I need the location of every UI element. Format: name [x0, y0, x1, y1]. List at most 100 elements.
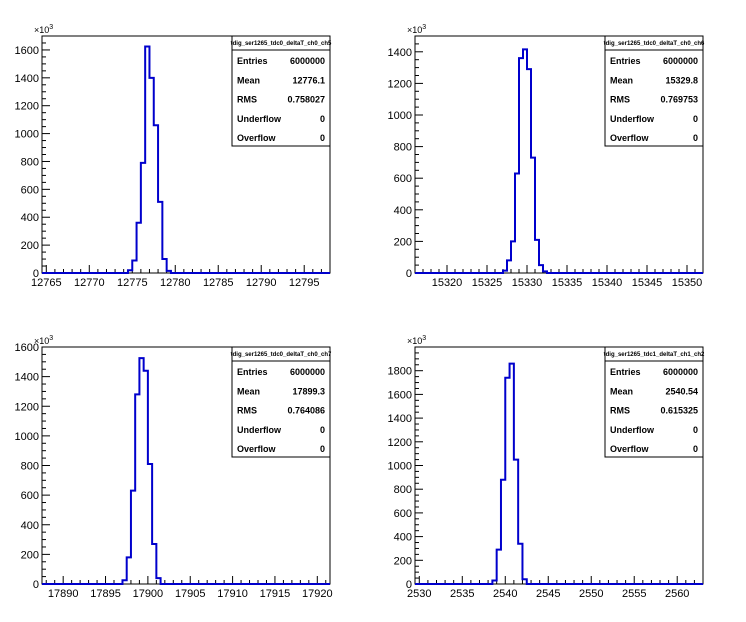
stats-value: 0 [693, 444, 698, 454]
stats-value: 0 [320, 133, 325, 143]
histogram-name: tdig_ser1265_tdc0_deltaT_ch0_ch7 [231, 352, 332, 358]
y-tick-label: 600 [394, 173, 412, 185]
y-tick-label: 1400 [15, 372, 39, 384]
x-tick-label: 17920 [302, 588, 333, 600]
y-tick-label: 400 [394, 205, 412, 217]
y-tick-label: 1000 [388, 461, 412, 473]
histogram-name: tdig_ser1265_tdc0_deltaT_ch0_ch6 [604, 41, 705, 47]
y-tick-label: 1000 [15, 129, 39, 141]
x-tick-label: 17900 [133, 588, 164, 600]
histogram-panel-3: 0 200 400 600 800 1000 1200 1400 1600 17890 17895 1… [15, 335, 333, 600]
stats-label: Overflow [237, 444, 277, 454]
stats-label: RMS [237, 95, 257, 105]
x-tick-label: 15330 [512, 277, 543, 289]
stats-value: 0.769753 [660, 95, 698, 105]
y-tick-label: 800 [394, 142, 412, 154]
stats-label: Mean [610, 386, 633, 396]
stats-label: Underflow [237, 114, 282, 124]
stats-value: 6000000 [663, 367, 698, 377]
x-tick-label: 12790 [246, 277, 277, 289]
stats-value: 6000000 [290, 56, 325, 66]
y-tick-label: 0 [33, 268, 39, 280]
histogram-outline [42, 357, 330, 585]
x-tick-label: 15345 [632, 277, 663, 289]
stats-value: 0.758027 [287, 95, 325, 105]
stats-value: 0 [693, 114, 698, 124]
stats-value: 0 [320, 425, 325, 435]
stats-label: RMS [610, 95, 630, 105]
y-tick-label: 600 [21, 490, 39, 502]
y-tick-label: 0 [33, 579, 39, 591]
stats-label: Mean [237, 386, 260, 396]
y-tick-label: 1200 [15, 401, 39, 413]
x-tick-label: 15335 [552, 277, 583, 289]
stats-value: 17899.3 [292, 386, 325, 396]
y-multiplier-label: ×103 [407, 24, 426, 35]
x-tick-label: 15320 [432, 277, 463, 289]
x-tick-label: 2550 [579, 588, 603, 600]
histogram-outline [415, 362, 703, 585]
stats-label: Underflow [610, 425, 655, 435]
stats-value: 6000000 [290, 367, 325, 377]
y-tick-label: 0 [406, 268, 412, 280]
x-tick-label: 17895 [90, 588, 121, 600]
y-tick-label: 800 [21, 461, 39, 473]
y-tick-label: 200 [21, 549, 39, 561]
y-tick-label: 200 [394, 236, 412, 248]
x-tick-label: 17905 [175, 588, 206, 600]
y-tick-label: 800 [394, 484, 412, 496]
stats-box [231, 35, 331, 147]
histogram-name: tdig_ser1265_tdc0_deltaT_ch0_ch5 [231, 41, 332, 47]
y-tick-label: 400 [21, 520, 39, 532]
stats-label: Entries [237, 56, 268, 66]
x-tick-label: 17890 [48, 588, 79, 600]
stats-label: Overflow [237, 133, 277, 143]
stats-value: 0 [320, 444, 325, 454]
x-tick-label: 12795 [289, 277, 320, 289]
y-tick-label: 600 [394, 508, 412, 520]
x-tick-label: 12775 [117, 277, 148, 289]
y-tick-label: 1200 [388, 78, 412, 90]
stats-label: Entries [237, 367, 268, 377]
y-tick-label: 1200 [388, 437, 412, 449]
stats-value: 12776.1 [292, 75, 325, 85]
stats-box [604, 346, 704, 458]
histogram-outline [415, 48, 703, 274]
y-tick-label: 1000 [15, 431, 39, 443]
histogram-outline [42, 45, 330, 274]
stats-value: 6000000 [663, 56, 698, 66]
x-tick-label: 2535 [450, 588, 474, 600]
x-tick-label: 15350 [672, 277, 703, 289]
y-tick-label: 400 [394, 532, 412, 544]
stats-value: 0 [693, 425, 698, 435]
x-tick-label: 15340 [592, 277, 623, 289]
y-tick-label: 0 [406, 579, 412, 591]
stats-value: 0 [320, 114, 325, 124]
y-tick-label: 1800 [388, 366, 412, 378]
x-tick-label: 12765 [31, 277, 62, 289]
stats-label: Underflow [237, 425, 282, 435]
x-tick-label: 2540 [493, 588, 517, 600]
x-tick-label: 15325 [472, 277, 503, 289]
y-multiplier-label: ×103 [34, 24, 53, 35]
y-tick-label: 600 [21, 184, 39, 196]
y-tick-label: 1400 [15, 73, 39, 85]
stats-label: Mean [610, 75, 633, 85]
x-tick-label: 2530 [407, 588, 431, 600]
histogram-panel-4: 0 200 400 600 800 1000 1200 1400 1600 1800 2530 253… [388, 335, 706, 600]
x-tick-label: 12770 [74, 277, 105, 289]
y-tick-label: 800 [21, 156, 39, 168]
y-tick-label: 1000 [388, 110, 412, 122]
y-tick-label: 1600 [15, 342, 39, 354]
y-multiplier-label: ×103 [407, 335, 426, 346]
x-tick-label: 2560 [665, 588, 689, 600]
stats-label: RMS [237, 406, 257, 416]
stats-label: Overflow [610, 444, 650, 454]
histogram-panel-1: 0 200 400 600 800 1000 1200 1400 1600 12765 12770 1… [15, 24, 333, 289]
y-tick-label: 1400 [388, 413, 412, 425]
y-tick-label: 1200 [15, 101, 39, 113]
stats-value: 0.615325 [660, 406, 698, 416]
y-multiplier-label: ×103 [34, 335, 53, 346]
y-tick-label: 200 [21, 240, 39, 252]
